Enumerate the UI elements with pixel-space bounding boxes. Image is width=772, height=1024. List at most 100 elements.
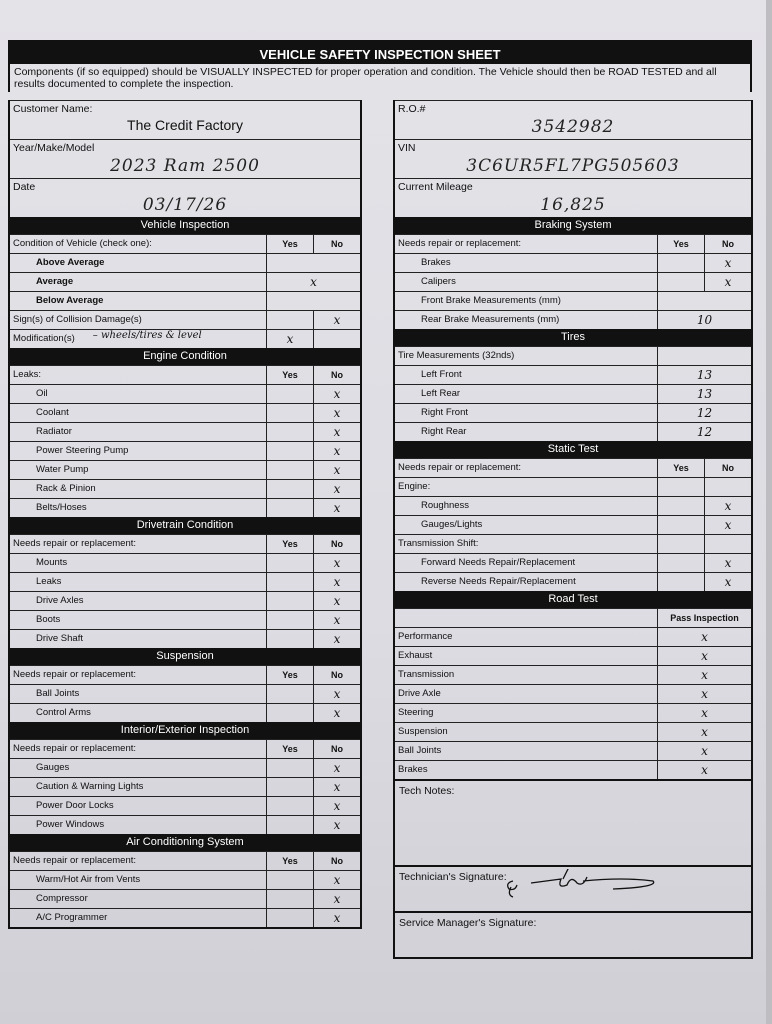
row-right-rear: Right Rear 12: [395, 422, 751, 441]
modification-note: – wheels/tires & level: [92, 330, 202, 341]
info-field-date[interactable]: Date 03/17/26: [10, 178, 360, 217]
yes-checkbox[interactable]: [266, 461, 313, 479]
value-field[interactable]: x: [657, 761, 751, 779]
value-field[interactable]: x: [657, 723, 751, 741]
no-checkbox[interactable]: x: [313, 890, 360, 908]
yes-checkbox[interactable]: [657, 573, 704, 591]
yes-checkbox[interactable]: [266, 871, 313, 889]
yes-checkbox[interactable]: [657, 478, 704, 496]
no-checkbox[interactable]: x: [704, 554, 751, 572]
row-brakes: Brakes x: [395, 253, 751, 272]
value-field[interactable]: x: [657, 742, 751, 760]
no-checkbox[interactable]: x: [313, 311, 360, 329]
yes-checkbox[interactable]: [266, 404, 313, 422]
no-checkbox[interactable]: x: [313, 704, 360, 722]
no-checkbox[interactable]: x: [313, 759, 360, 777]
yes-checkbox[interactable]: [266, 797, 313, 815]
yes-checkbox[interactable]: [266, 423, 313, 441]
value-field[interactable]: x: [657, 685, 751, 703]
yes-checkbox[interactable]: [266, 611, 313, 629]
no-checkbox[interactable]: x: [313, 592, 360, 610]
yes-checkbox[interactable]: [266, 909, 313, 927]
value-field[interactable]: x: [657, 704, 751, 722]
no-checkbox[interactable]: [704, 535, 751, 553]
no-checkbox[interactable]: x: [313, 423, 360, 441]
tech-notes-box[interactable]: Tech Notes:: [395, 779, 751, 865]
yes-checkbox[interactable]: [657, 554, 704, 572]
yes-checkbox[interactable]: [266, 778, 313, 796]
yes-checkbox[interactable]: [266, 385, 313, 403]
info-value: 16,825: [540, 195, 606, 215]
service-manager-signature-field[interactable]: Service Manager's Signature:: [395, 911, 751, 957]
checkbox-rear-brake-measurements-mm[interactable]: 10: [657, 311, 751, 329]
no-checkbox[interactable]: [704, 478, 751, 496]
yes-checkbox[interactable]: [266, 480, 313, 498]
no-checkbox[interactable]: x: [313, 816, 360, 834]
yes-checkbox[interactable]: [266, 311, 313, 329]
checkbox-average[interactable]: x: [266, 273, 360, 291]
yes-checkbox[interactable]: [657, 254, 704, 272]
row-label: Suspension: [398, 726, 448, 737]
yes-checkbox[interactable]: [266, 442, 313, 460]
checkbox-below-average[interactable]: [266, 292, 360, 310]
row-exhaust: Exhaust x: [395, 646, 751, 665]
yes-checkbox[interactable]: [657, 516, 704, 534]
no-checkbox[interactable]: x: [313, 480, 360, 498]
no-checkbox[interactable]: x: [313, 797, 360, 815]
yes-checkbox[interactable]: [266, 573, 313, 591]
yes-checkbox[interactable]: [266, 759, 313, 777]
no-checkbox[interactable]: x: [313, 611, 360, 629]
yes-checkbox[interactable]: [266, 630, 313, 648]
value-field[interactable]: x: [657, 666, 751, 684]
no-checkbox[interactable]: x: [313, 442, 360, 460]
no-checkbox[interactable]: x: [313, 385, 360, 403]
no-checkbox[interactable]: x: [313, 499, 360, 517]
no-checkbox[interactable]: x: [313, 461, 360, 479]
no-checkbox[interactable]: x: [313, 630, 360, 648]
no-checkbox[interactable]: x: [313, 871, 360, 889]
row-label: Left Rear: [421, 388, 461, 399]
row-rack-pinion: Rack & Pinion x: [10, 479, 360, 498]
yes-checkbox[interactable]: [266, 890, 313, 908]
yes-checkbox[interactable]: [266, 685, 313, 703]
no-checkbox[interactable]: x: [704, 273, 751, 291]
value-field[interactable]: 12: [657, 423, 751, 441]
yes-checkbox[interactable]: [266, 554, 313, 572]
row-ball-joints: Ball Joints x: [10, 684, 360, 703]
value-field[interactable]: x: [657, 628, 751, 646]
yes-checkbox[interactable]: [657, 497, 704, 515]
info-field-customer-name[interactable]: Customer Name: The Credit Factory: [10, 100, 360, 139]
technician-signature-field[interactable]: Technician's Signature:: [395, 865, 751, 911]
no-checkbox[interactable]: x: [313, 554, 360, 572]
section-column-header: Leaks: Yes No: [10, 365, 360, 384]
info-field-year-make-model[interactable]: Year/Make/Model 2023 Ram 2500: [10, 139, 360, 178]
value-field[interactable]: x: [657, 647, 751, 665]
no-checkbox[interactable]: x: [313, 909, 360, 927]
value-field[interactable]: 13: [657, 385, 751, 403]
yes-checkbox[interactable]: [266, 499, 313, 517]
no-checkbox[interactable]: x: [313, 685, 360, 703]
checkbox-above-average[interactable]: [266, 254, 360, 272]
row-label: Performance: [398, 631, 453, 642]
yes-checkbox[interactable]: x: [266, 330, 313, 348]
yes-checkbox[interactable]: [266, 704, 313, 722]
section-column-header: Needs repair or replacement: Yes No: [10, 534, 360, 553]
no-checkbox[interactable]: x: [704, 573, 751, 591]
value-field[interactable]: 12: [657, 404, 751, 422]
yes-checkbox[interactable]: [266, 816, 313, 834]
yes-checkbox[interactable]: [657, 273, 704, 291]
info-field-vin[interactable]: VIN 3C6UR5FL7PG505603: [395, 139, 751, 178]
value-field[interactable]: 13: [657, 366, 751, 384]
yes-checkbox[interactable]: [657, 535, 704, 553]
no-checkbox[interactable]: x: [704, 516, 751, 534]
no-checkbox[interactable]: x: [704, 497, 751, 515]
checkbox-front-brake-measurements-mm[interactable]: [657, 292, 751, 310]
no-checkbox[interactable]: [313, 330, 360, 348]
no-checkbox[interactable]: x: [313, 573, 360, 591]
no-checkbox[interactable]: x: [313, 778, 360, 796]
no-checkbox[interactable]: x: [313, 404, 360, 422]
info-field-r-o[interactable]: R.O.# 3542982: [395, 100, 751, 139]
no-checkbox[interactable]: x: [704, 254, 751, 272]
info-field-current-mileage[interactable]: Current Mileage 16,825: [395, 178, 751, 217]
yes-checkbox[interactable]: [266, 592, 313, 610]
